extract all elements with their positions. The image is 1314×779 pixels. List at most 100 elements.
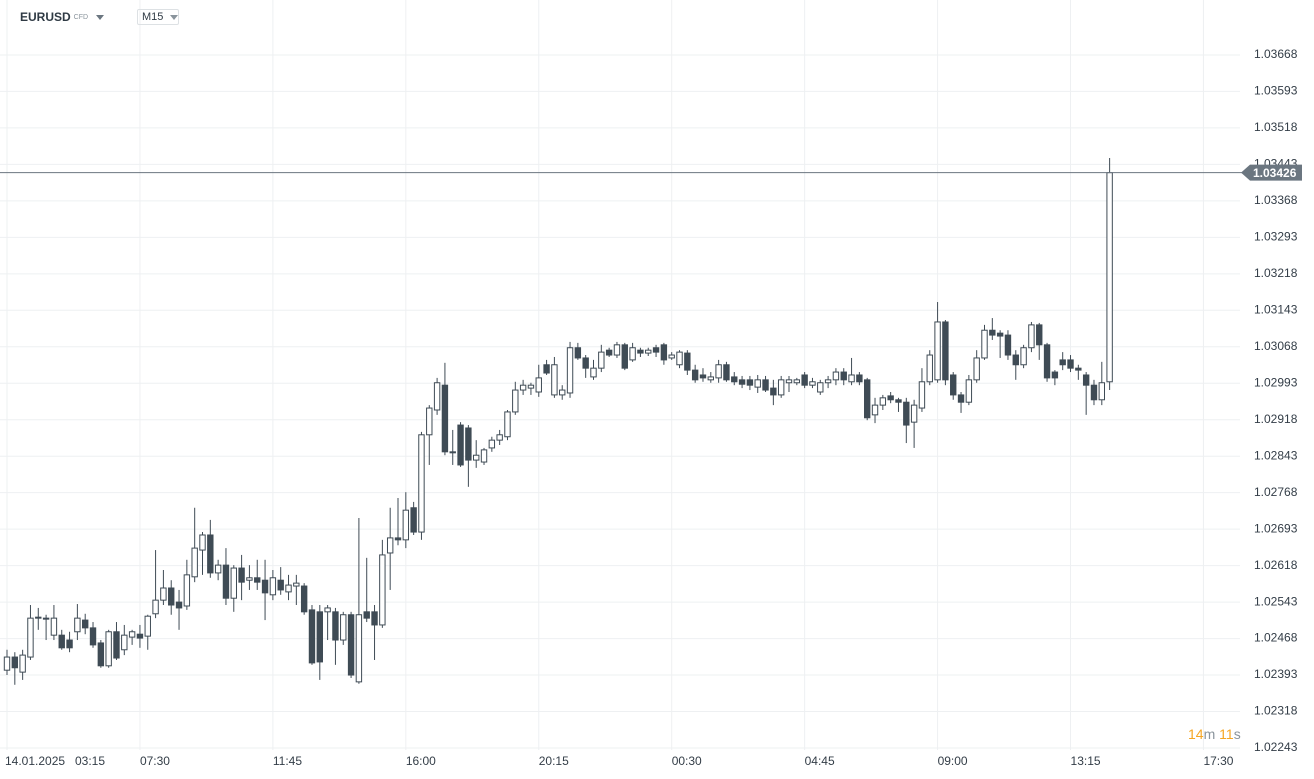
candle-body	[738, 379, 746, 385]
candle-body	[777, 379, 785, 396]
candle-body	[3, 656, 11, 671]
candle-body	[152, 599, 159, 615]
candle-body	[347, 614, 355, 676]
candle-body	[660, 344, 668, 361]
candle-body	[645, 349, 652, 354]
candle-body	[652, 347, 660, 353]
candle-body	[426, 407, 433, 436]
candle-body	[473, 454, 480, 461]
candle-body	[19, 654, 26, 673]
candle-body	[1004, 334, 1012, 356]
dropdown-caret	[96, 14, 105, 20]
candle-body	[785, 379, 793, 384]
candle-body	[136, 633, 144, 639]
candle-body	[551, 364, 558, 396]
candle-body	[160, 587, 167, 601]
candle-body	[74, 617, 81, 633]
y-tick-label: 1.02918	[1254, 412, 1298, 426]
y-tick-label: 1.02693	[1254, 521, 1298, 535]
candle-body	[566, 347, 574, 394]
candle-body	[535, 377, 542, 393]
candle-body	[871, 404, 879, 416]
symbol: EURUSD	[20, 10, 71, 24]
candle-body	[903, 401, 910, 426]
candle-body	[856, 374, 863, 383]
candle-body	[840, 371, 847, 381]
candle-body	[89, 627, 97, 646]
candle-body	[402, 509, 410, 541]
candle-body	[637, 349, 644, 354]
candle-body	[629, 347, 636, 361]
x-tick-label: 07:30	[140, 754, 170, 768]
x-tick-label: 20:15	[539, 754, 569, 768]
candle-body	[433, 382, 441, 411]
y-tick-label: 1.03143	[1254, 302, 1298, 316]
candle-body	[386, 537, 394, 554]
candle-body	[942, 321, 949, 381]
candle-body	[809, 381, 816, 386]
candle-body	[254, 577, 261, 583]
candle-body	[207, 534, 214, 574]
candle-body	[824, 379, 832, 384]
candle-body	[316, 611, 324, 663]
candle-body	[35, 616, 42, 619]
candle-body	[488, 439, 496, 449]
candle-body	[957, 394, 965, 403]
candle-body	[457, 424, 464, 466]
countdown-unit: s	[1233, 726, 1241, 742]
candle-body	[770, 387, 777, 396]
candle-body	[418, 434, 425, 533]
candle-body	[1043, 344, 1051, 379]
candle-body	[183, 574, 191, 607]
candle-body	[128, 631, 136, 638]
candle-body	[308, 609, 316, 664]
candle-body	[1028, 324, 1035, 349]
y-tick-label: 1.02993	[1254, 375, 1298, 389]
candle-body	[379, 554, 386, 626]
candle-body	[832, 371, 840, 381]
candle-body	[285, 584, 292, 593]
candle-body	[989, 329, 996, 336]
candle-body	[11, 656, 19, 669]
candle-body	[191, 547, 198, 578]
candle-body	[1075, 367, 1082, 371]
candle-body	[887, 395, 894, 401]
candle-body	[559, 389, 566, 396]
candle-body	[965, 379, 973, 403]
x-tick-label: 16:00	[406, 754, 436, 768]
candle-body	[1059, 359, 1066, 366]
candle-body	[582, 357, 589, 369]
timeframe-selector[interactable]: M15	[137, 9, 179, 25]
candle-body	[496, 434, 503, 441]
candle-body	[864, 379, 871, 419]
candle-body	[613, 344, 621, 356]
x-tick-label: 03:15	[75, 754, 105, 768]
candle-body	[363, 611, 370, 619]
candle-body	[121, 634, 128, 651]
candle-body	[27, 617, 34, 658]
x-tick-label: 17:30	[1203, 754, 1233, 768]
countdown-seconds: 11	[1219, 726, 1234, 742]
current-price-tag	[1241, 164, 1302, 181]
candle-body	[214, 564, 222, 574]
symbol-selector[interactable]: EURUSD CFD	[20, 10, 105, 24]
candle-body	[441, 384, 449, 453]
candle-body	[324, 607, 331, 613]
candle-body	[504, 411, 511, 438]
candle-body	[981, 329, 988, 359]
candle-body	[934, 321, 941, 381]
y-tick-label: 1.03668	[1254, 47, 1298, 61]
candle-countdown: 14m 11s	[1188, 726, 1241, 742]
candle-body	[50, 617, 58, 636]
candle-body	[621, 344, 628, 369]
candle-body	[105, 631, 112, 667]
candle-body	[58, 634, 65, 649]
candle-body	[762, 379, 769, 391]
candle-body	[699, 374, 707, 379]
candle-body	[1036, 324, 1043, 346]
candle-body	[340, 614, 347, 641]
candle-body	[527, 384, 535, 389]
y-tick-label: 1.02543	[1254, 594, 1298, 608]
y-tick-label: 1.03068	[1254, 339, 1298, 353]
